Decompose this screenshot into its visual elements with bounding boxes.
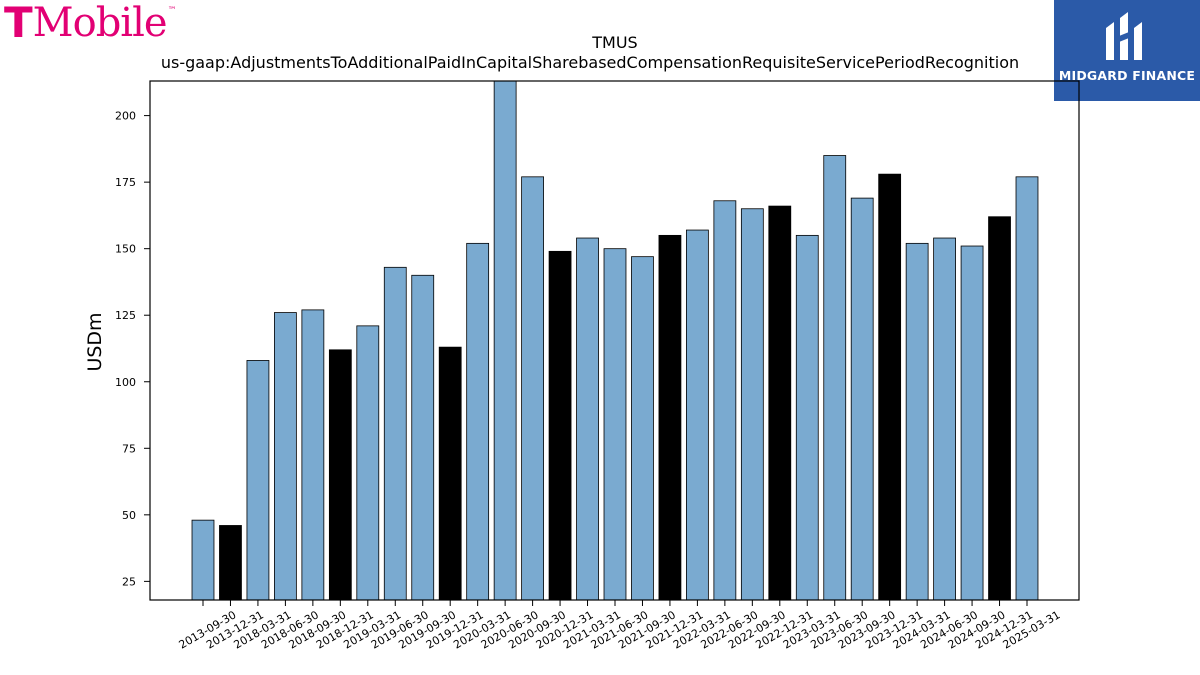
bar-2020-03-31 <box>467 243 489 600</box>
y-axis: 25 50 75 100 125 150 175 200 <box>115 110 150 589</box>
x-axis: 2013-09-302013-12-312018-03-312018-06-30… <box>177 600 1063 652</box>
bar-2019-03-31 <box>357 326 379 600</box>
y-axis-label: USDm <box>84 312 106 371</box>
y-tick-label: 175 <box>115 176 136 189</box>
bar-2024-09-30 <box>961 246 983 600</box>
bar-2021-03-31 <box>577 238 599 600</box>
y-tick-label: 100 <box>115 376 136 389</box>
bar-2023-06-30 <box>824 156 846 600</box>
bar-2022-12-31 <box>769 206 791 600</box>
y-tick-label: 125 <box>115 309 136 322</box>
bar-2024-12-31 <box>989 217 1011 600</box>
bar-2023-12-31 <box>879 174 901 600</box>
y-tick-label: 200 <box>115 110 136 123</box>
y-tick-label: 150 <box>115 243 136 256</box>
y-tick-label: 75 <box>122 442 136 455</box>
bar-2022-03-31 <box>686 230 708 600</box>
bar-2019-06-30 <box>384 267 406 600</box>
y-tick-label: 25 <box>122 575 136 588</box>
bar-2020-12-31 <box>549 251 571 600</box>
chart-title: TMUS <box>591 33 637 52</box>
bar-2022-09-30 <box>741 209 763 600</box>
bar-2024-03-31 <box>906 243 928 600</box>
chart-subtitle: us-gaap:AdjustmentsToAdditionalPaidInCap… <box>161 53 1019 72</box>
bar-2018-03-31 <box>247 360 269 600</box>
bars-group <box>192 81 1038 600</box>
bar-2025-03-31 <box>1016 177 1038 600</box>
bar-2021-06-30 <box>604 249 626 600</box>
bar-2018-09-30 <box>302 310 324 600</box>
bar-2018-12-31 <box>329 350 351 600</box>
bar-2013-12-31 <box>219 525 241 600</box>
bar-2021-12-31 <box>659 235 681 600</box>
bar-2020-06-30 <box>494 81 516 600</box>
bar-2021-09-30 <box>631 257 653 600</box>
bar-2019-09-30 <box>412 275 434 600</box>
bar-2023-03-31 <box>796 235 818 600</box>
bar-2018-06-30 <box>274 313 296 600</box>
bar-2022-06-30 <box>714 201 736 600</box>
bar-2013-09-30 <box>192 520 214 600</box>
y-tick-label: 50 <box>122 509 136 522</box>
bar-2019-12-31 <box>439 347 461 600</box>
bar-2023-09-30 <box>851 198 873 600</box>
bar-2024-06-30 <box>934 238 956 600</box>
bar-2020-09-30 <box>522 177 544 600</box>
